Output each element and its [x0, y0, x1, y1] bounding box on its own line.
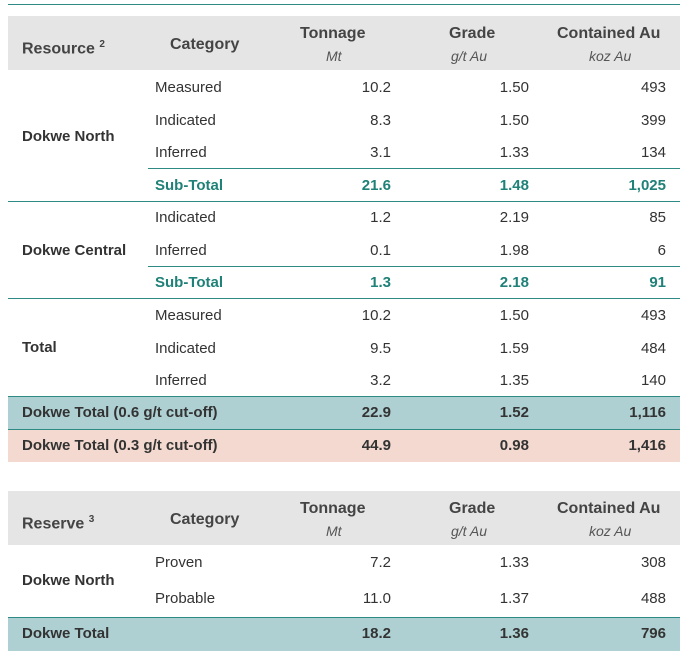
grade-cell: 1.37 [499, 590, 529, 607]
subtotal-label: Sub-Total [155, 177, 224, 194]
contained-cell: 1,025 [628, 177, 666, 194]
tonnage-header: Tonnage [300, 500, 366, 517]
contained-cell: 493 [640, 79, 666, 96]
category-cell: Inferred [155, 242, 207, 259]
category-cell: Indicated [155, 209, 216, 226]
grade-cell: 1.52 [499, 404, 529, 421]
tonnage-cell: 1.2 [370, 209, 391, 226]
tonnage-cell: 44.9 [361, 437, 391, 454]
total-label: Dokwe Total (0.6 g/t cut-off) [22, 404, 218, 421]
reserve-total-row: Dokwe Total 18.2 1.36 796 [8, 617, 680, 651]
total-label: Dokwe Total [22, 625, 110, 642]
tonnage-cell: 1.3 [370, 274, 391, 291]
tonnage-cell: 0.1 [370, 242, 391, 259]
tonnage-cell: 7.2 [370, 554, 391, 571]
category-cell: Measured [155, 79, 222, 96]
contained-cell: 6 [657, 242, 666, 259]
tonnage-cell: 9.5 [370, 340, 391, 357]
resource-table-header: Resource 2 Category Tonnage Mt Grade g/t… [8, 16, 680, 70]
total-row-0-6-cutoff: Dokwe Total (0.6 g/t cut-off) 22.9 1.52 … [8, 396, 680, 430]
category-header: Category [170, 36, 240, 53]
grade-cell: 1.50 [499, 307, 529, 324]
tonnage-cell: 3.1 [370, 144, 391, 161]
category-cell: Measured [155, 307, 222, 324]
grade-unit: g/t Au [451, 523, 488, 539]
contained-cell: 85 [649, 209, 666, 226]
contained-cell: 1,416 [628, 437, 666, 454]
contained-cell: 493 [640, 307, 666, 324]
grade-cell: 1.33 [499, 554, 529, 571]
group-name: Total [22, 339, 57, 356]
tonnage-cell: 3.2 [370, 372, 391, 389]
contained-header: Contained Au [557, 25, 661, 42]
group-name: Dokwe North [22, 128, 115, 145]
contained-cell: 308 [640, 554, 666, 571]
contained-cell: 796 [640, 625, 666, 642]
grade-unit: g/t Au [451, 48, 488, 64]
category-header: Category [170, 511, 240, 528]
tonnage-cell: 11.0 [362, 590, 391, 607]
grade-cell: 2.19 [499, 209, 529, 226]
contained-cell: 91 [649, 274, 666, 291]
contained-unit: koz Au [589, 523, 632, 539]
grade-cell: 1.48 [499, 177, 529, 194]
tonnage-cell: 10.2 [361, 79, 391, 96]
tonnage-unit: Mt [326, 523, 342, 539]
reserve-table-header: Reserve 3 Category Tonnage Mt Grade g/t … [8, 491, 680, 545]
contained-cell: 399 [640, 112, 666, 129]
subtotal-divider [148, 266, 680, 267]
contained-cell: 488 [640, 590, 666, 607]
category-cell: Inferred [155, 144, 207, 161]
category-cell: Inferred [155, 372, 207, 389]
grade-cell: 2.18 [499, 274, 529, 291]
contained-cell: 1,116 [629, 404, 666, 421]
tonnage-cell: 22.9 [361, 404, 391, 421]
contained-cell: 134 [640, 144, 666, 161]
subtotal-divider [148, 168, 680, 169]
category-cell: Proven [155, 554, 203, 571]
grade-header: Grade [449, 25, 496, 42]
total-row-0-3-cutoff: Dokwe Total (0.3 g/t cut-off) 44.9 0.98 … [8, 430, 680, 462]
resource-header: Resource 2 [22, 39, 105, 58]
tonnage-cell: 21.6 [361, 177, 391, 194]
grade-cell: 1.50 [499, 112, 529, 129]
total-label: Dokwe Total (0.3 g/t cut-off) [22, 437, 218, 454]
tonnage-cell: 10.2 [361, 307, 391, 324]
category-cell: Indicated [155, 340, 216, 357]
group-name: Dokwe Central [22, 242, 127, 259]
top-rule [8, 4, 680, 5]
resource-table: Resource 2 Category Tonnage Mt Grade g/t… [8, 16, 680, 462]
reserve-header: Reserve 3 [22, 514, 95, 533]
contained-unit: koz Au [589, 48, 632, 64]
category-cell: Indicated [155, 112, 216, 129]
tonnage-unit: Mt [326, 48, 342, 64]
category-cell: Probable [155, 590, 216, 607]
grade-cell: 0.98 [499, 437, 529, 454]
grade-cell: 1.35 [499, 372, 529, 389]
grade-cell: 1.36 [499, 625, 529, 642]
grade-cell: 1.50 [499, 79, 529, 96]
group-divider [8, 298, 680, 299]
contained-cell: 140 [640, 372, 666, 389]
grade-cell: 1.59 [499, 340, 529, 357]
grade-header: Grade [449, 500, 496, 517]
contained-header: Contained Au [557, 500, 661, 517]
subtotal-label: Sub-Total [155, 274, 224, 291]
tonnage-cell: 18.2 [361, 625, 391, 642]
contained-cell: 484 [640, 340, 666, 357]
grade-cell: 1.98 [499, 242, 529, 259]
tonnage-cell: 8.3 [370, 112, 391, 129]
tonnage-header: Tonnage [300, 25, 366, 42]
reserve-table: Reserve 3 Category Tonnage Mt Grade g/t … [8, 491, 680, 651]
group-name: Dokwe North [22, 572, 115, 589]
group-divider [8, 201, 680, 202]
grade-cell: 1.33 [499, 144, 529, 161]
